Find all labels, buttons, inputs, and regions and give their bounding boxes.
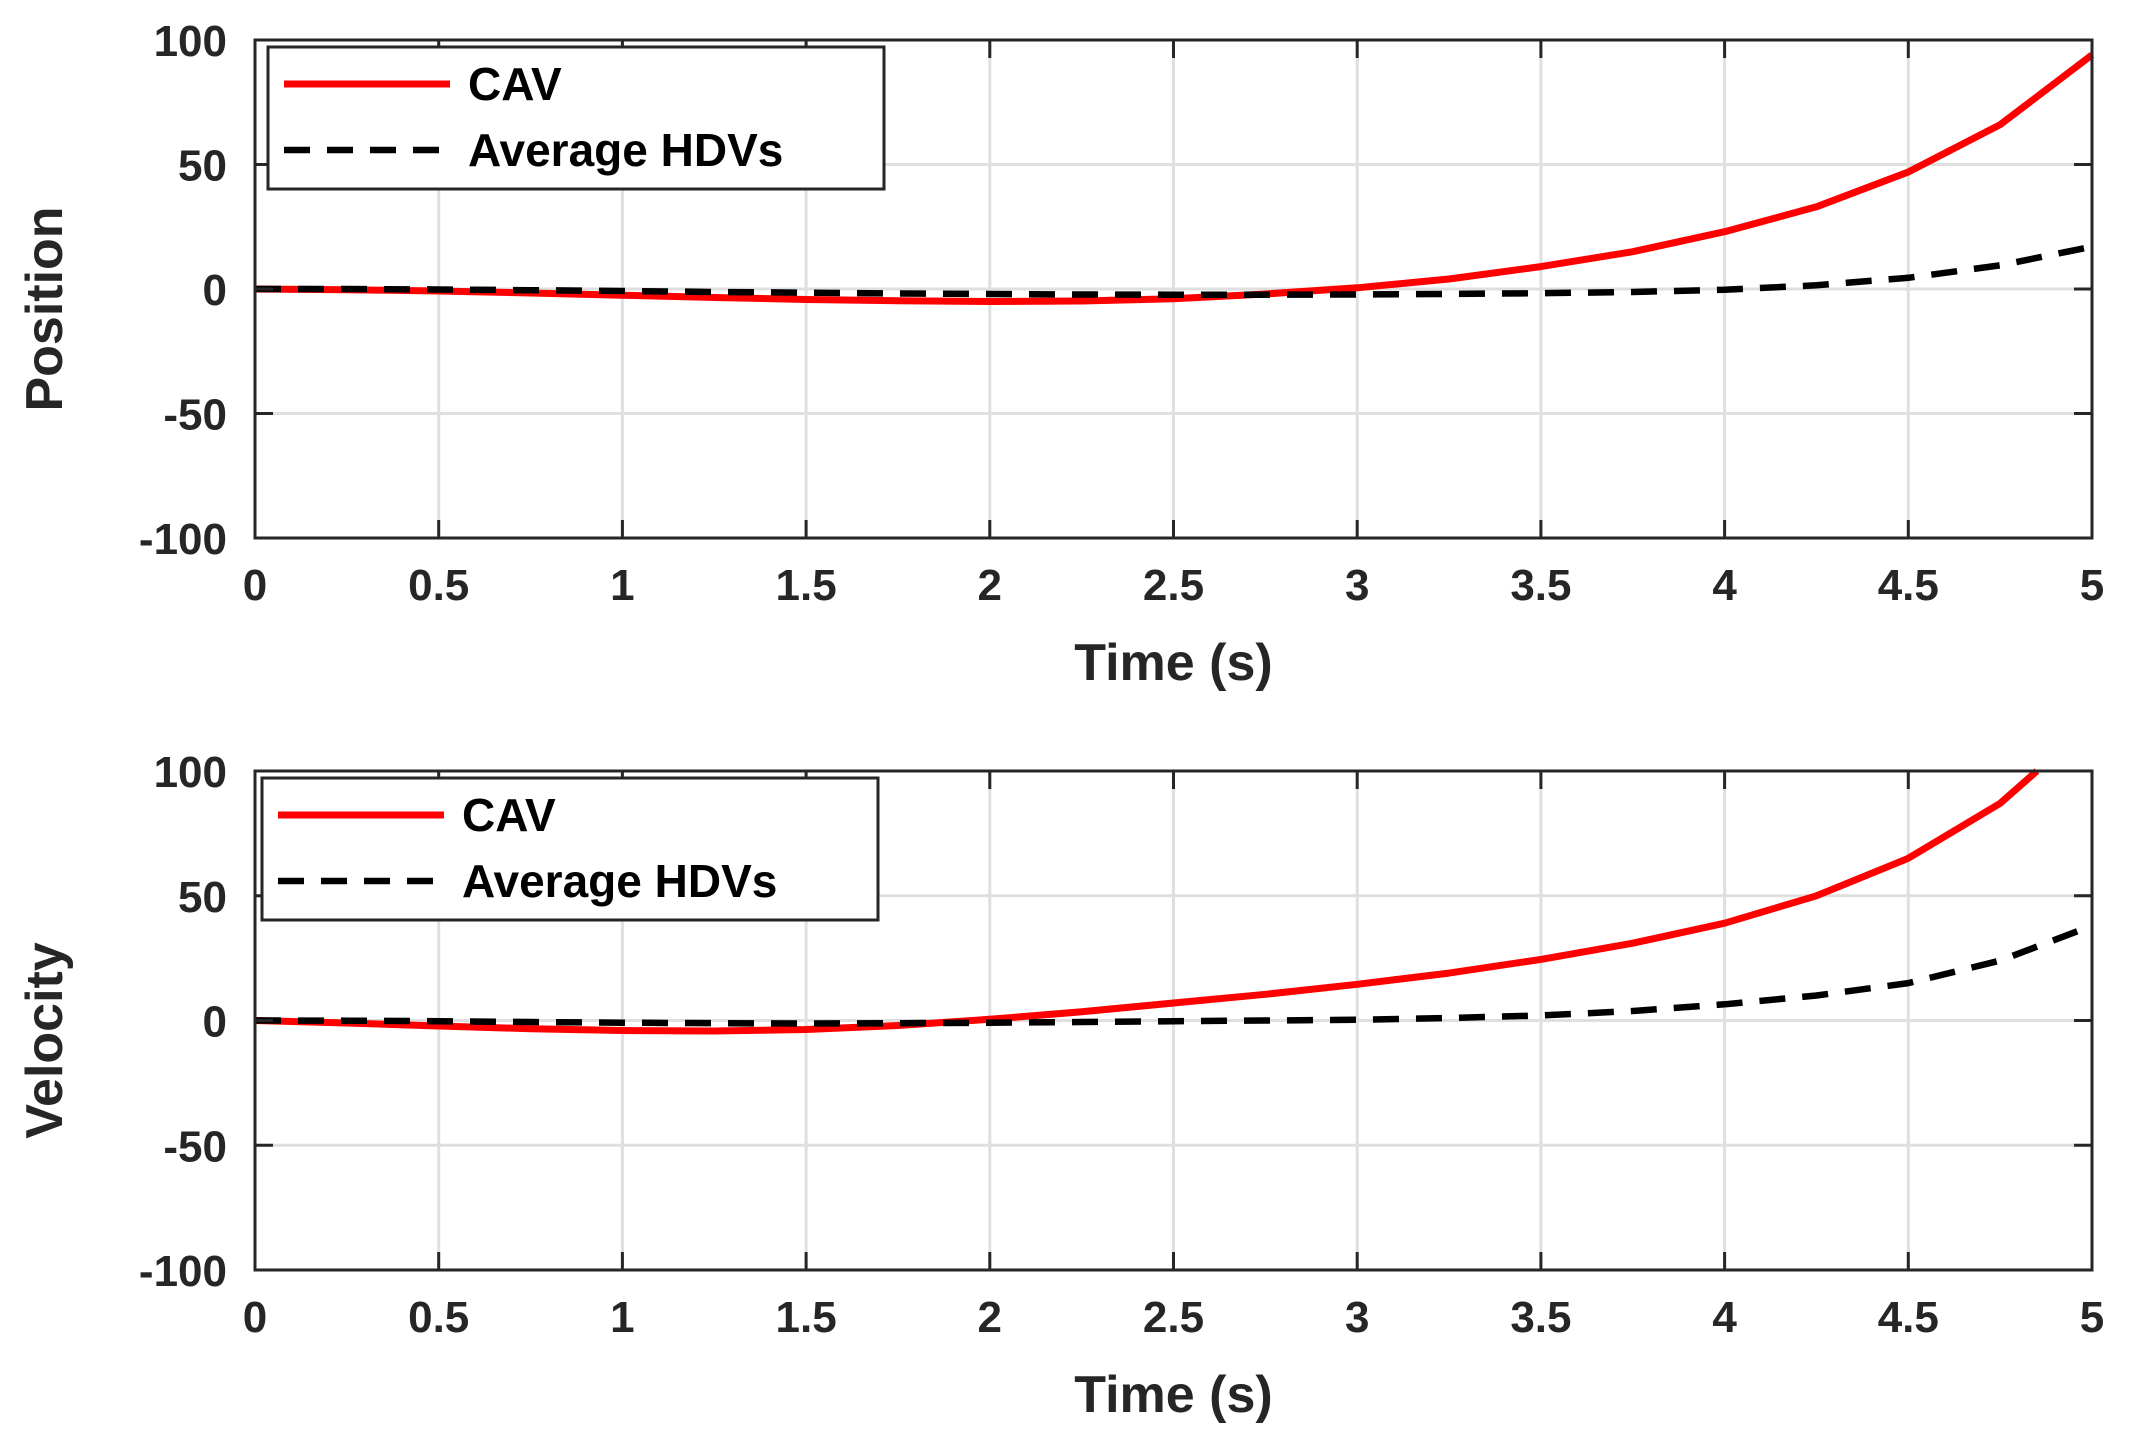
x-tick-label: 4: [1712, 1293, 1737, 1342]
y-tick-label: -100: [139, 1247, 227, 1296]
x-tick-label: 3.5: [1510, 561, 1571, 610]
y-tick-label: 0: [203, 266, 227, 315]
x-tick-label: 4: [1712, 561, 1737, 610]
legend-label: CAV: [462, 789, 556, 841]
y-tick-label: 100: [154, 17, 227, 66]
series-line-cav: [254, 768, 2040, 1035]
y-tick-label: 0: [203, 998, 227, 1047]
legend-label: Average HDVs: [468, 124, 783, 176]
legend-box: [266, 45, 886, 191]
x-tick-label: 0.5: [408, 561, 469, 610]
chart-panel-1: 0 0.5 1 1.5 2 2.5 3 3.5 4 4.5 5 100 50 0 -50 -100 Time (…: [16, 17, 2104, 692]
y-tick-label: 50: [178, 873, 227, 922]
x-axis-label: Time (s): [1074, 1366, 1272, 1424]
y-tick-label: -100: [139, 515, 227, 564]
legend-label: Average HDVs: [462, 855, 777, 907]
x-tick-label: 2: [978, 561, 1002, 610]
y-tick-label: -50: [163, 1122, 227, 1171]
x-tick-label: 5: [2080, 561, 2104, 610]
y-tick-label: -50: [163, 391, 227, 440]
series-line-average-hdvs: [255, 243, 2093, 298]
x-tick-label: 3.5: [1510, 1293, 1571, 1342]
x-tick-label: 0.5: [408, 1293, 469, 1342]
x-tick-label: 1.5: [776, 561, 837, 610]
y-axis-label: Velocity: [16, 942, 74, 1139]
legend: CAV Average HDVs: [266, 45, 886, 191]
x-tick-label: 1.5: [776, 1293, 837, 1342]
series-line-cav: [254, 52, 2095, 305]
y-tick-label: 100: [154, 748, 227, 797]
x-tick-label: 3: [1345, 561, 1369, 610]
x-tick-label: 5: [2080, 1293, 2104, 1342]
y-axis-label: Position: [16, 206, 74, 411]
x-tick-label: 1: [610, 561, 634, 610]
chart-panel-2: 0 0.5 1 1.5 2 2.5 3 3.5 4 4.5 5 100 50 0 -50 -100 Time (…: [16, 748, 2104, 1424]
x-tick-label: 2: [978, 1293, 1002, 1342]
x-tick-label: 3: [1345, 1293, 1369, 1342]
x-tick-label: 4.5: [1878, 1293, 1939, 1342]
x-tick-label: 4.5: [1878, 561, 1939, 610]
legend: CAV Average HDVs: [260, 776, 880, 922]
x-tick-label: 2.5: [1143, 1293, 1204, 1342]
legend-box: [260, 776, 880, 922]
series-line-average-hdvs: [254, 922, 2094, 1027]
x-axis-label: Time (s): [1074, 634, 1272, 692]
y-tick-label: 50: [178, 142, 227, 191]
x-tick-label: 1: [610, 1293, 634, 1342]
legend-label: CAV: [468, 58, 562, 110]
x-tick-label: 0: [243, 561, 267, 610]
x-tick-label: 2.5: [1143, 561, 1204, 610]
x-tick-label: 0: [243, 1293, 267, 1342]
